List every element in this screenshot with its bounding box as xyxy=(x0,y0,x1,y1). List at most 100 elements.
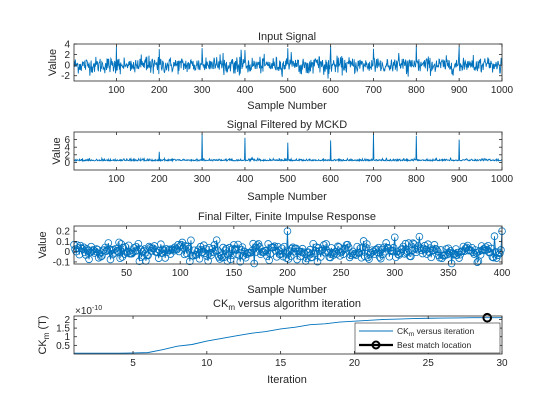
fir-point xyxy=(407,252,415,261)
panel1-ytick-label: 4 xyxy=(64,40,70,51)
fir-point xyxy=(489,253,498,262)
fir-point xyxy=(339,250,348,259)
fir-point xyxy=(232,246,240,254)
fir-point xyxy=(416,244,425,253)
panel3-title: Final Filter, Finite Impulse Response xyxy=(198,211,376,223)
fir-point xyxy=(445,248,454,257)
fir-point xyxy=(444,244,453,253)
fir-point xyxy=(373,248,382,257)
fir-point xyxy=(104,239,113,247)
panel3-xtick-label: 50 xyxy=(121,268,133,279)
legend-entry-ckm: CKm versus iteration xyxy=(397,326,475,338)
panel2-xtick-label: 1000 xyxy=(491,174,514,185)
panel4-title-main: CK xyxy=(213,298,229,310)
panel4-title-suffix: versus algorithm iteration xyxy=(235,298,361,310)
panel3-xtick-label: 150 xyxy=(225,268,242,279)
fir-point xyxy=(224,251,233,259)
panel4-ylabel: CKm (T) xyxy=(37,315,51,354)
panel3-xtick-label: 250 xyxy=(333,268,350,279)
panel4-ytick-label: 2 xyxy=(64,315,70,326)
panel3-ytick-label: 0.1 xyxy=(56,237,70,248)
fir-point xyxy=(323,246,331,255)
panel2-xtick-label: 900 xyxy=(451,174,468,185)
panel1-xtick-label: 1000 xyxy=(491,85,514,96)
fir-point xyxy=(184,244,193,253)
fir-point xyxy=(355,249,364,257)
panel2-ytick-label: 4 xyxy=(64,143,70,154)
legend-entry-ckm-sub: m xyxy=(409,331,414,338)
fir-point xyxy=(249,239,257,248)
panel4-xtick-label: 10 xyxy=(201,358,213,369)
panel2-xtick-label: 700 xyxy=(365,174,382,185)
fir-point xyxy=(459,242,468,251)
panel4-ytick-label: 1.5 xyxy=(56,324,70,335)
fir-point xyxy=(187,236,195,245)
fir-point xyxy=(431,245,440,253)
fir-point xyxy=(210,241,219,249)
fir-point xyxy=(117,240,125,248)
fir-point xyxy=(199,241,208,250)
fir-point xyxy=(257,248,266,256)
panel-input-signal: Input Signal 100 200 300 400 500 600 700 800 900… xyxy=(47,31,514,112)
fir-point xyxy=(254,240,263,248)
fir-point xyxy=(157,240,165,249)
panel3-xtick-label: 100 xyxy=(172,268,189,279)
panel1-xtick-label: 700 xyxy=(365,85,382,96)
fir-point xyxy=(195,254,204,263)
panel3-ytick-label: -0.1 xyxy=(53,257,71,268)
fir-point xyxy=(321,248,329,257)
fir-point xyxy=(209,248,218,256)
panel2-ytick-label: 6 xyxy=(64,135,70,146)
panel1-xtick-label: 800 xyxy=(408,85,425,96)
fir-point xyxy=(124,241,133,250)
panel1-xtick-label: 200 xyxy=(151,85,168,96)
fir-point xyxy=(346,251,355,260)
panel4-xtick-label: 5 xyxy=(130,358,136,369)
panel3-series xyxy=(70,227,506,268)
fir-point xyxy=(455,254,463,262)
panel1-ylabel: Value xyxy=(47,49,59,76)
panel4-ytick-label: 0.5 xyxy=(56,341,70,352)
fir-point xyxy=(473,258,482,266)
panel4-xtick-label: 20 xyxy=(349,358,361,369)
panel1-title: Input Signal xyxy=(258,31,316,43)
fir-point xyxy=(299,248,308,256)
panel1-xtick-label: 600 xyxy=(322,85,339,96)
fir-point xyxy=(247,248,255,257)
panel1-xtick-label: 300 xyxy=(194,85,211,96)
fir-point xyxy=(250,259,259,268)
panel1-ytick-label: -2 xyxy=(61,71,70,82)
fir-point xyxy=(345,253,354,262)
fir-point xyxy=(344,243,353,252)
fir-point xyxy=(437,246,445,254)
panel4-xtick-label: 15 xyxy=(275,358,287,369)
fir-point xyxy=(134,240,143,248)
panel1-xtick-label: 500 xyxy=(279,85,296,96)
fir-point xyxy=(390,233,399,242)
panel4-ylabel-main: CK xyxy=(37,339,49,355)
panel3-xtick-label: 400 xyxy=(494,268,511,279)
panel4-ylabel-sub: m xyxy=(42,332,51,339)
fir-point xyxy=(194,245,203,254)
legend-entry-best: Best match location xyxy=(397,340,471,350)
fir-point xyxy=(115,238,123,247)
fir-point xyxy=(242,250,251,258)
ckm-line xyxy=(74,317,502,354)
panel2-ytick-label: 2 xyxy=(64,150,70,161)
panel2-xtick-label: 400 xyxy=(237,174,254,185)
panel4-ticks: 5 10 15 20 25 30 0.511.52 xyxy=(56,315,508,369)
fir-point xyxy=(183,242,192,251)
fir-point xyxy=(227,245,236,254)
panel3-xtick-label: 200 xyxy=(279,268,296,279)
fir-point xyxy=(88,247,97,255)
fir-point xyxy=(212,236,221,244)
fir-point xyxy=(215,253,223,261)
fir-point xyxy=(404,239,413,247)
fir-point xyxy=(253,241,262,249)
panel4-exponent-base: ×10 xyxy=(75,306,92,317)
fir-point xyxy=(238,243,247,251)
fir-point xyxy=(376,254,385,263)
